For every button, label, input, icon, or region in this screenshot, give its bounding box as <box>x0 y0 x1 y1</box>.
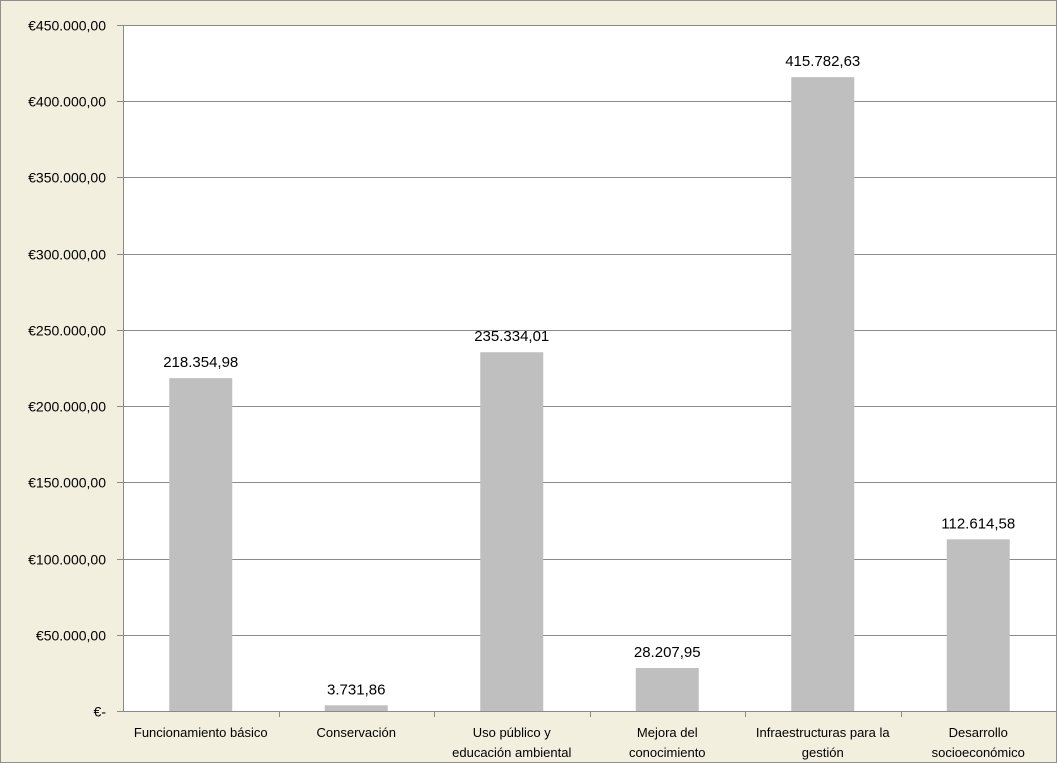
y-tick-label: €300.000,00 <box>28 247 106 263</box>
y-tick-label: €450.000,00 <box>28 18 106 34</box>
data-label: 3.731,86 <box>327 681 385 698</box>
category-label: Desarrollo <box>949 725 1008 740</box>
category-label: socioeconómico <box>932 745 1025 760</box>
y-tick-label: €350.000,00 <box>28 170 106 186</box>
data-label: 218.354,98 <box>163 354 238 371</box>
category-label: Mejora del <box>637 725 698 740</box>
y-tick-label: €- <box>94 704 107 720</box>
category-label: Uso público y <box>473 725 552 740</box>
y-tick-label: €250.000,00 <box>28 323 106 339</box>
bar <box>946 539 1010 711</box>
data-label: 28.207,95 <box>634 644 701 661</box>
data-label: 415.782,63 <box>785 53 860 70</box>
category-label: conocimiento <box>629 745 706 760</box>
bar <box>324 705 388 711</box>
y-tick-label: €50.000,00 <box>36 628 106 644</box>
category-label: Infraestructuras para la <box>756 725 890 740</box>
y-tick-label: €100.000,00 <box>28 552 106 568</box>
bar <box>791 77 855 712</box>
bar <box>480 352 544 711</box>
category-label: educación ambiental <box>452 745 571 760</box>
y-tick-label: €150.000,00 <box>28 475 106 491</box>
category-label: Conservación <box>317 725 397 740</box>
plot-area <box>123 25 1056 711</box>
bar <box>635 667 699 711</box>
y-tick-label: €400.000,00 <box>28 94 106 110</box>
category-label: Funcionamiento básico <box>134 725 268 740</box>
data-label: 112.614,58 <box>941 515 1015 532</box>
data-label: 235.334,01 <box>474 328 549 345</box>
bar <box>169 378 233 711</box>
category-label: gestión <box>802 745 844 760</box>
y-tick-label: €200.000,00 <box>28 399 106 415</box>
